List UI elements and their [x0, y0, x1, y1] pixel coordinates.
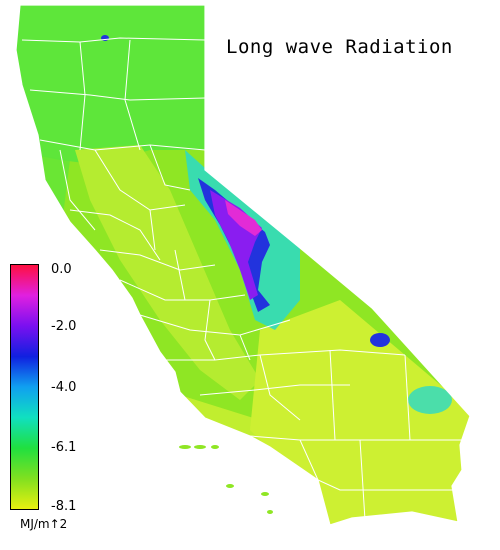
legend-tick-1: -2.0: [51, 319, 77, 334]
legend-tick-4: -8.1: [51, 499, 77, 514]
legend-tick-0: 0.0: [51, 262, 72, 277]
sierra-magenta-zone: [225, 200, 262, 236]
map-title: Long wave Radiation: [226, 36, 453, 58]
legend-tick-2: -4.0: [51, 380, 77, 395]
southeast-desert-region: [250, 300, 470, 525]
white-mountains-blue: [370, 333, 390, 347]
channel-islands: [179, 445, 273, 514]
central-valley-region: [75, 145, 260, 400]
state-outline: [15, 4, 471, 526]
color-scale-bar: [10, 264, 39, 510]
county-boundaries: [21, 37, 465, 521]
east-cyan-patch: [408, 386, 452, 414]
legend-tick-3: -6.1: [51, 440, 77, 455]
legend-unit: MJ/m↑2: [20, 517, 68, 531]
